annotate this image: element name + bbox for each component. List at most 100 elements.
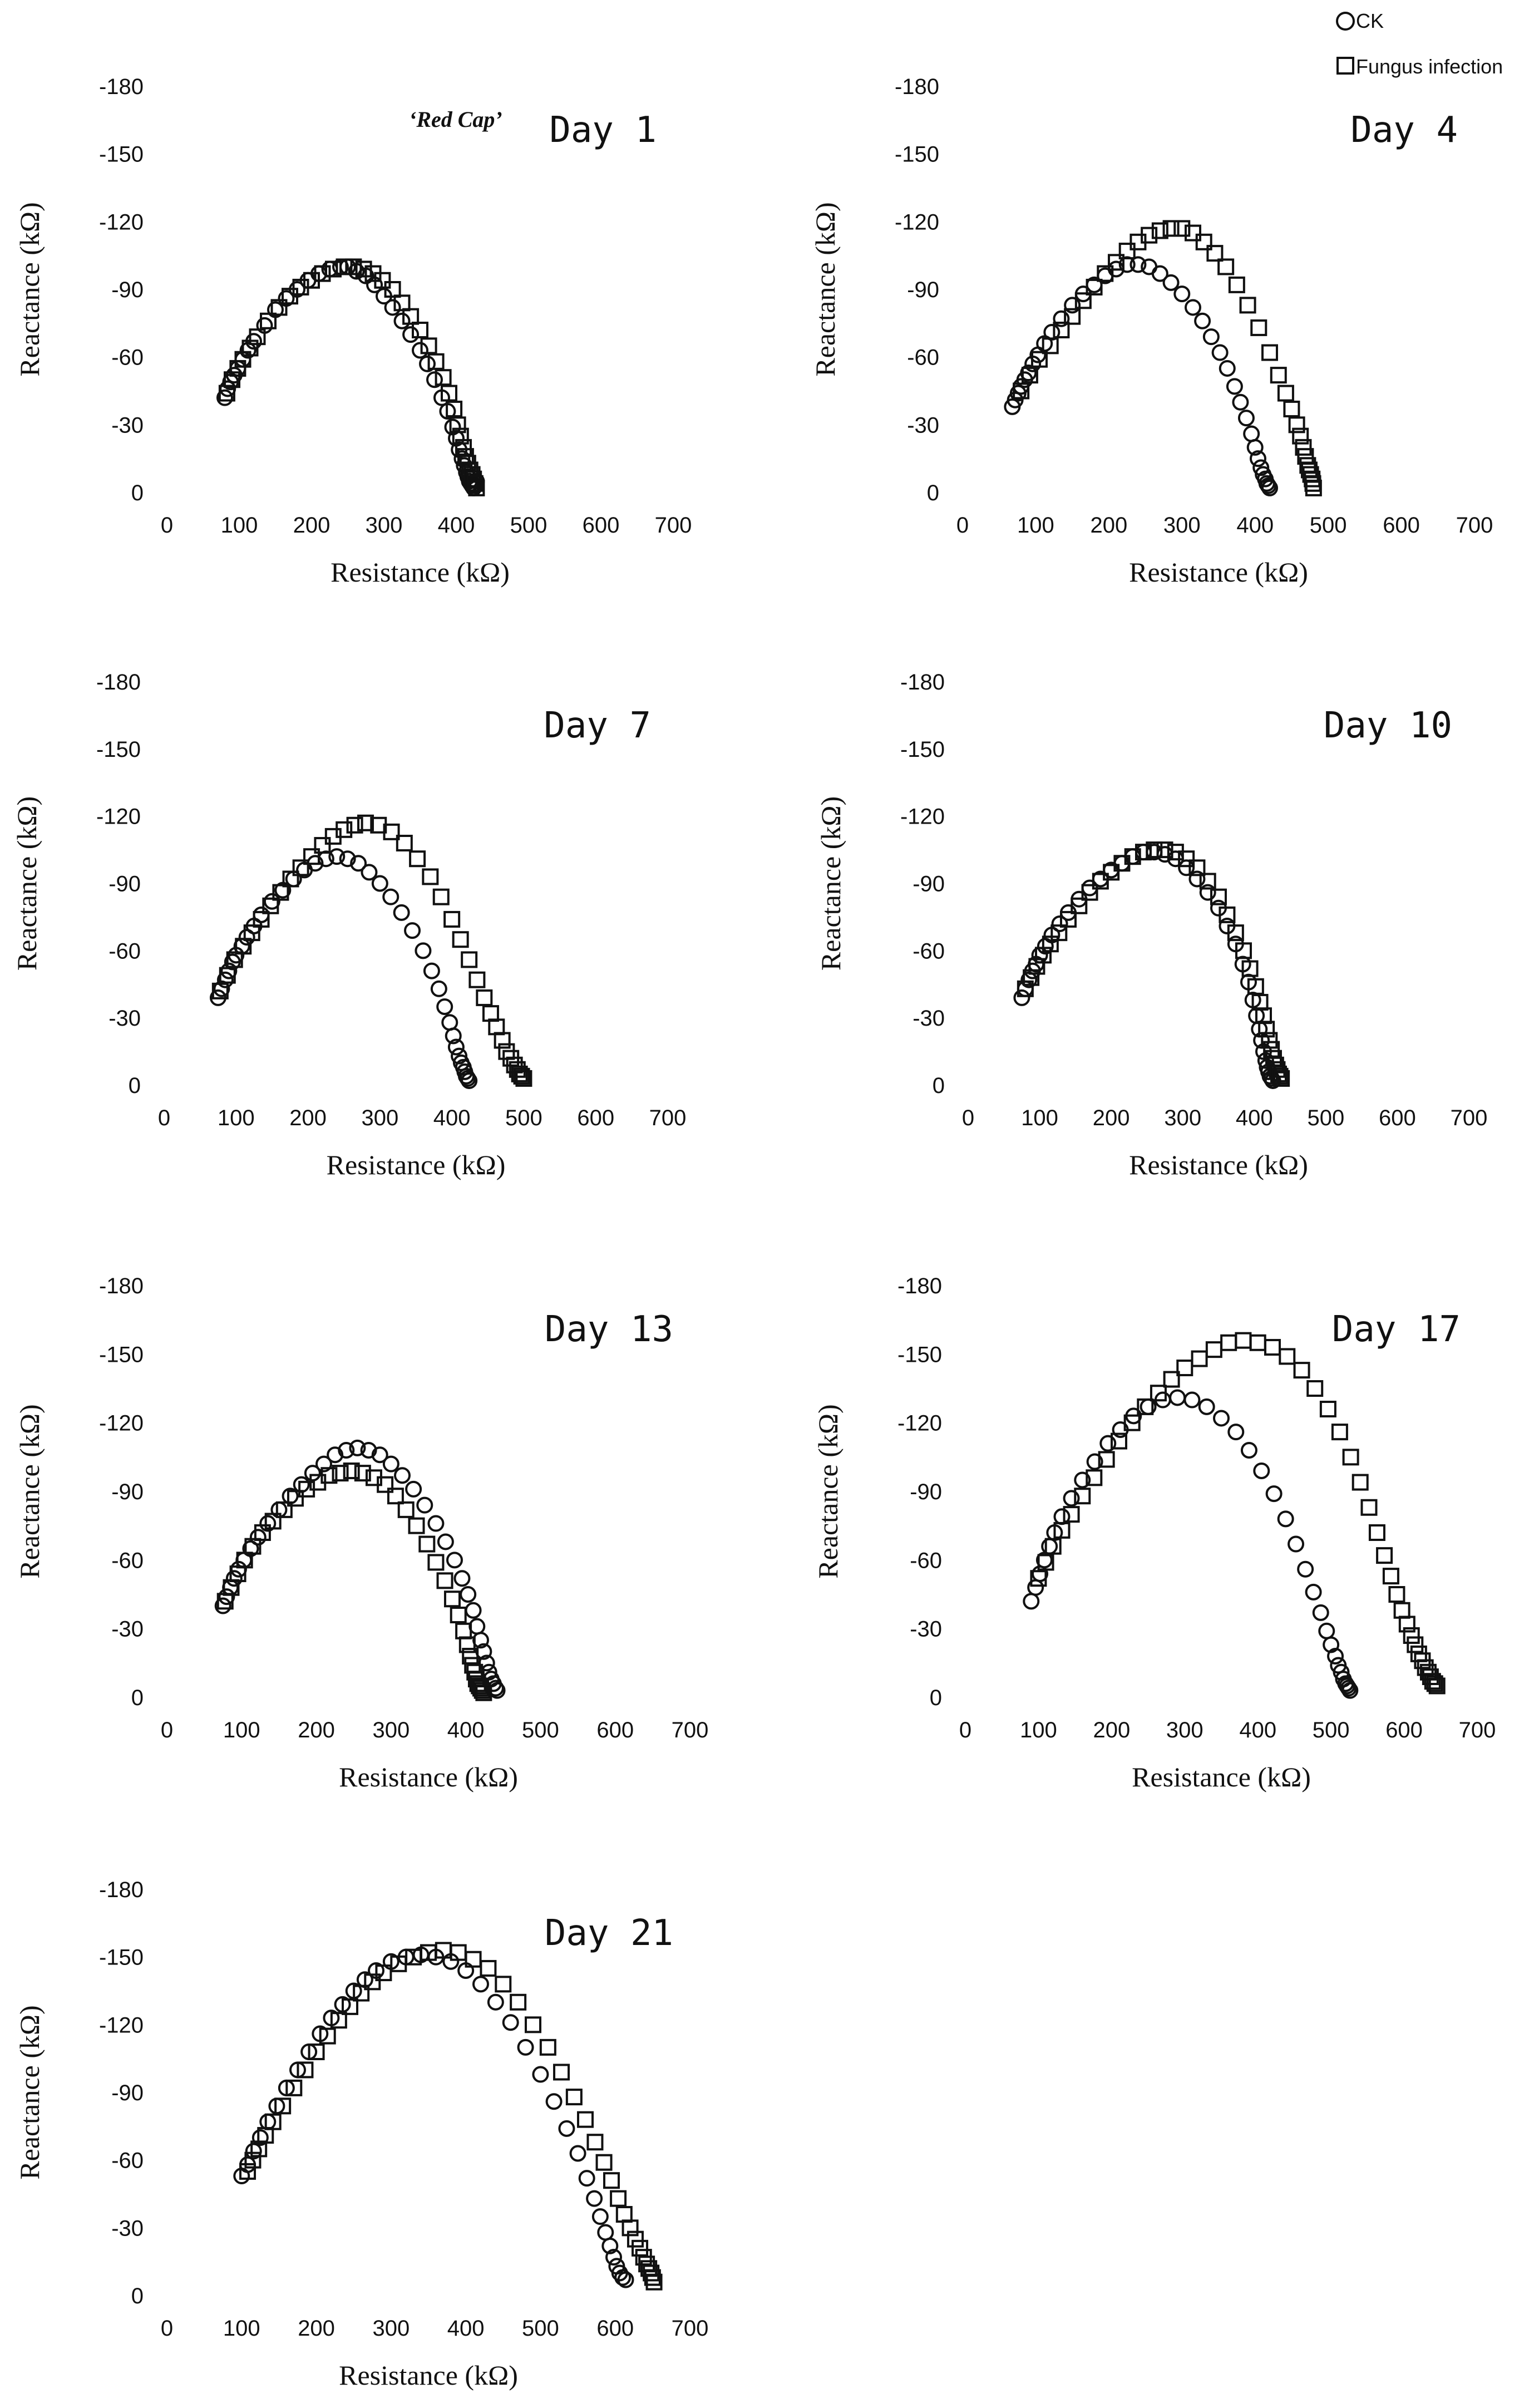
fungus-data-point [1220, 1334, 1237, 1351]
fungus-data-point [1050, 924, 1068, 942]
ck-data-point [218, 1588, 235, 1606]
ck-data-point [220, 962, 238, 979]
fungus-data-point [287, 1490, 304, 1507]
panel-6-series-ck [1023, 1389, 1359, 1699]
ck-data-point [468, 1618, 486, 1635]
fungus-data-point [488, 1018, 505, 1036]
panel-5: -180 -150 -120 -90 -60 -30 00 100 200 300 400 500 60… [14, 1274, 708, 1793]
panel-2-x-tick-label: 300 [1163, 513, 1201, 538]
fungus-data-point [645, 2273, 663, 2291]
panel-4-x-tick-label: 300 [1164, 1106, 1201, 1130]
panel-1-series-fungus [218, 258, 485, 496]
fungus-data-point [1195, 233, 1212, 250]
panel-2-x-tick-label: 100 [1017, 513, 1054, 538]
fungus-data-point [1219, 906, 1236, 923]
panel-1-x-tick-label: 200 [293, 513, 331, 538]
panel-7-x-axis-title: Resistance (kΩ) [339, 2360, 518, 2391]
panel-4-y-tick-label: 0 [933, 1073, 945, 1098]
fungus-data-point [622, 2219, 639, 2237]
ck-data-point [601, 2237, 619, 2254]
ck-data-point [445, 1027, 462, 1045]
ck-data-point [402, 326, 420, 343]
legend-ck-label: CK [1356, 9, 1384, 32]
fungus-data-point [254, 1524, 271, 1541]
fungus-data-point [1060, 910, 1077, 928]
ck-data-point [253, 906, 270, 923]
panel-2-y-tick-label: -60 [907, 346, 939, 370]
panel-6-y-tick-label: -90 [910, 1480, 942, 1504]
fungus-data-point [465, 1951, 482, 1968]
fungus-data-point [450, 1944, 467, 1961]
ck-data-point [216, 971, 234, 988]
fungus-data-point [462, 1648, 479, 1665]
ck-data-point [315, 1455, 332, 1473]
panel-3-x-tick-label: 500 [505, 1106, 542, 1130]
fungus-data-point [1292, 427, 1309, 445]
fungus-data-point [1206, 245, 1224, 262]
fungus-data-point [1277, 385, 1294, 402]
panel-7: -180 -150 -120 -90 -60 -30 00 100 200 300 400 500 60… [14, 1878, 708, 2391]
panel-4-y-tick-label: -180 [900, 670, 945, 695]
ck-data-point [446, 1552, 463, 1569]
fungus-data-point [343, 1462, 360, 1479]
fungus-data-point [1199, 873, 1216, 890]
panel-7-x-tick-label: 100 [223, 2316, 260, 2341]
fungus-data-point [494, 1032, 511, 1049]
fungus-data-point [275, 1501, 293, 1518]
fungus-data-point [346, 816, 363, 834]
panel-1-x-tick-label: 700 [655, 513, 692, 538]
ck-data-point [216, 389, 233, 406]
fungus-data-point [354, 1465, 371, 1482]
ck-data-point [605, 2249, 623, 2266]
ck-data-point [1013, 989, 1030, 1006]
fungus-data-point [443, 910, 461, 928]
fungus-data-point [260, 312, 277, 329]
panel-2-day-label: Day 4 [1350, 110, 1458, 151]
fungus-data-point [452, 931, 469, 948]
ck-data-point [1219, 360, 1236, 377]
ck-data-point [614, 2269, 632, 2286]
fungus-data-point [1031, 351, 1048, 368]
fungus-data-point [1176, 1360, 1193, 1376]
fungus-data-point [1156, 841, 1173, 859]
panel-5-series-fungus [216, 1462, 492, 1701]
panel-5-x-tick-label: 200 [298, 1718, 335, 1742]
ck-data-point [453, 1570, 471, 1587]
panel-3-y-tick-label: -60 [108, 939, 141, 963]
panel-2-x-tick-label: 200 [1090, 513, 1127, 538]
panel-5-y-tick-label: -120 [99, 1411, 144, 1436]
panel-4-x-tick-label: 200 [1093, 1106, 1130, 1130]
fungus-data-point [1319, 1401, 1336, 1417]
fungus-data-point [1283, 400, 1300, 417]
fungus-data-point [1150, 1385, 1167, 1402]
fungus-data-point [219, 967, 236, 984]
panel-7-y-tick-label: -30 [111, 2216, 144, 2240]
ck-data-point [371, 1446, 388, 1464]
fungus-data-point [1188, 859, 1206, 876]
ck-data-point [1053, 310, 1070, 327]
panel-5-y-tick-label: -90 [111, 1480, 144, 1504]
fungus-data-point [285, 2079, 303, 2096]
fungus-data-point [525, 2016, 541, 2033]
panel-6-x-tick-label: 400 [1239, 1718, 1276, 1742]
ck-data-point [1086, 1453, 1103, 1470]
fungus-data-point [1249, 1334, 1266, 1351]
fungus-data-point [1261, 1032, 1278, 1049]
fungus-data-point [1398, 1616, 1415, 1633]
fungus-data-point [355, 260, 372, 278]
fungus-data-point [244, 2151, 262, 2169]
ck-data-point [472, 1976, 489, 1993]
panel-2-x-axis-title: Resistance (kΩ) [1129, 557, 1308, 588]
ck-data-point [242, 1540, 259, 1557]
fungus-data-point [1271, 1067, 1289, 1085]
panel-3-x-tick-label: 400 [433, 1106, 471, 1130]
fungus-data-point [476, 989, 493, 1006]
ck-data-point [349, 1439, 366, 1456]
fungus-data-point [262, 897, 279, 914]
ck-data-point [245, 2143, 262, 2160]
fungus-data-point [396, 835, 413, 851]
fungus-data-point [1426, 1675, 1443, 1692]
ck-data-point [1261, 479, 1278, 496]
fungus-data-point [643, 2264, 660, 2282]
fungus-data-point [1042, 337, 1059, 354]
